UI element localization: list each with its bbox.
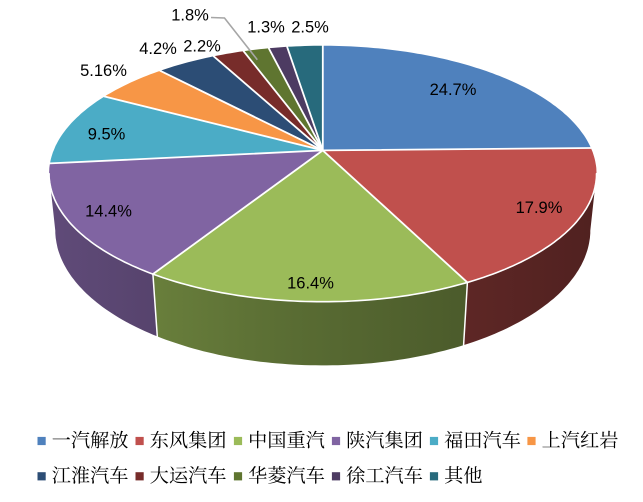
svg-text:2.2%: 2.2% [183,37,221,55]
svg-text:4.2%: 4.2% [139,40,177,58]
svg-text:2.5%: 2.5% [291,18,329,36]
svg-text:17.9%: 17.9% [516,199,563,217]
svg-text:5.16%: 5.16% [80,62,127,80]
svg-text:1.8%: 1.8% [171,6,209,24]
svg-text:1.3%: 1.3% [247,18,285,36]
svg-text:16.4%: 16.4% [287,274,334,292]
svg-text:14.4%: 14.4% [85,202,132,220]
svg-text:9.5%: 9.5% [88,125,126,143]
svg-text:24.7%: 24.7% [430,81,477,99]
